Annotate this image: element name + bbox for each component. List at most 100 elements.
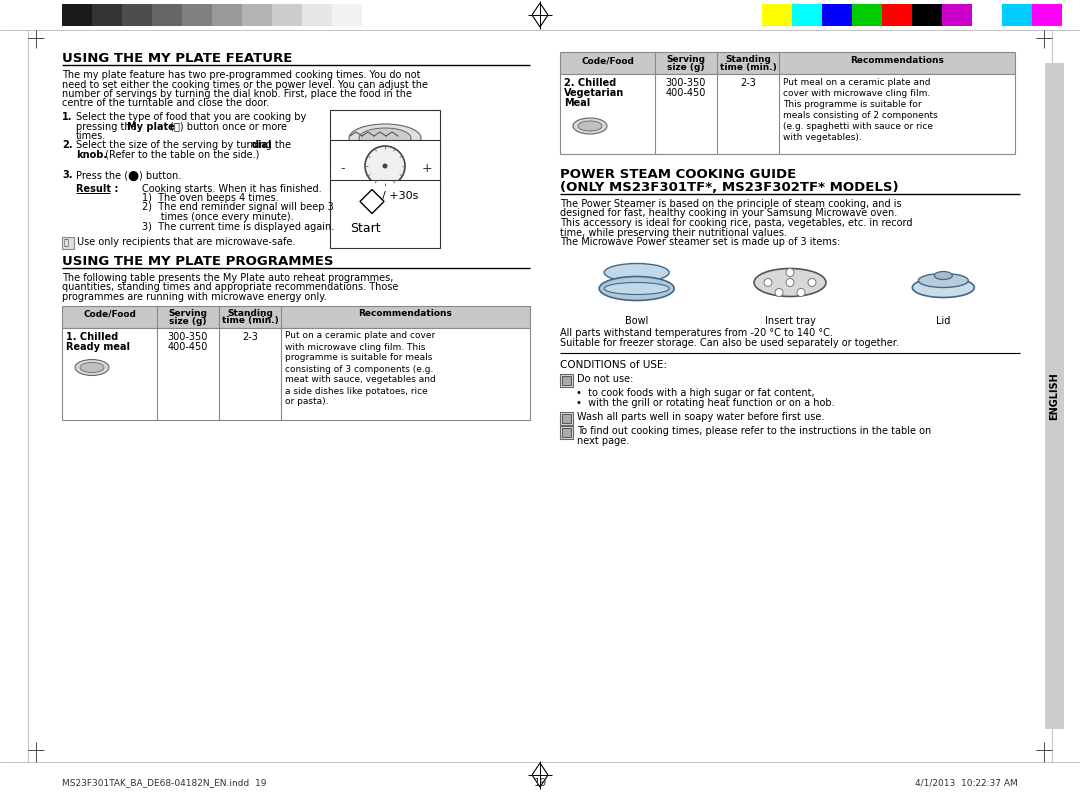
Text: time, while preserving their nutritional values.: time, while preserving their nutritional… <box>561 227 787 238</box>
Text: -: - <box>340 162 345 175</box>
Bar <box>561 425 573 439</box>
Text: 2.: 2. <box>62 140 72 150</box>
Text: (ONLY MS23F301TF*, MS23F302TF* MODELS): (ONLY MS23F301TF*, MS23F302TF* MODELS) <box>561 181 899 194</box>
Text: USING THE MY PLATE FEATURE: USING THE MY PLATE FEATURE <box>62 52 293 65</box>
Ellipse shape <box>913 277 974 298</box>
Bar <box>562 428 571 436</box>
Bar <box>561 52 1015 74</box>
Ellipse shape <box>934 272 953 280</box>
Text: Start: Start <box>350 222 380 234</box>
Text: times.: times. <box>76 131 106 141</box>
Text: All parts withstand temperatures from -20 °C to 140 °C.: All parts withstand temperatures from -2… <box>561 329 833 338</box>
Text: size (g): size (g) <box>667 63 705 72</box>
Text: designed for fast, healthy cooking in your Samsung Microwave oven.: designed for fast, healthy cooking in yo… <box>561 208 897 219</box>
Circle shape <box>797 288 805 296</box>
Text: 400-450: 400-450 <box>665 88 706 98</box>
Text: (Ⓜ) button once or more: (Ⓜ) button once or more <box>167 121 287 131</box>
Ellipse shape <box>80 363 104 372</box>
Circle shape <box>382 163 388 169</box>
Text: •  with the grill or rotating heat function or on a hob.: • with the grill or rotating heat functi… <box>576 398 835 408</box>
Circle shape <box>764 279 772 287</box>
Text: Put meal on a ceramic plate and: Put meal on a ceramic plate and <box>783 78 931 87</box>
Text: The my plate feature has two pre-programmed cooking times. You do not: The my plate feature has two pre-program… <box>62 70 420 80</box>
Text: / +30s: / +30s <box>382 192 418 201</box>
Bar <box>822 4 852 26</box>
Circle shape <box>365 146 405 186</box>
Text: next page.: next page. <box>577 436 630 445</box>
Ellipse shape <box>599 276 674 300</box>
Text: with microwave cling film. This: with microwave cling film. This <box>285 342 426 352</box>
Text: 2. Chilled: 2. Chilled <box>564 78 617 88</box>
Bar <box>330 140 440 192</box>
Ellipse shape <box>918 273 969 287</box>
Text: 400-450: 400-450 <box>167 341 208 352</box>
Text: 300-350: 300-350 <box>167 332 208 341</box>
Circle shape <box>808 279 816 287</box>
Bar <box>972 4 1002 26</box>
Ellipse shape <box>578 121 602 131</box>
Text: Suitable for freezer storage. Can also be used separately or together.: Suitable for freezer storage. Can also b… <box>561 338 899 348</box>
Bar <box>561 412 573 425</box>
Text: This accessory is ideal for cooking rice, pasta, vegetables, etc. in record: This accessory is ideal for cooking rice… <box>561 218 913 228</box>
Text: number of servings by turning the dial knob. First, place the food in the: number of servings by turning the dial k… <box>62 89 411 99</box>
Text: Insert tray: Insert tray <box>765 317 815 326</box>
Text: The Power Steamer is based on the principle of steam cooking, and is: The Power Steamer is based on the princi… <box>561 199 902 209</box>
Text: a side dishes like potatoes, rice: a side dishes like potatoes, rice <box>285 386 428 395</box>
Text: 1.: 1. <box>62 112 72 122</box>
Bar <box>1002 4 1032 26</box>
Text: Lid: Lid <box>936 317 950 326</box>
Text: The following table presents the My Plate auto reheat programmes,: The following table presents the My Plat… <box>62 273 393 283</box>
Bar <box>1044 63 1064 729</box>
Text: time (min.): time (min.) <box>719 63 777 72</box>
Bar <box>122 4 152 26</box>
Text: meals consisting of 2 components: meals consisting of 2 components <box>783 111 937 120</box>
Text: Select the type of food that you are cooking by: Select the type of food that you are coo… <box>76 112 307 122</box>
Text: times (once every minute).: times (once every minute). <box>141 212 294 222</box>
Bar <box>561 374 573 386</box>
Bar <box>1032 4 1062 26</box>
Bar <box>882 4 912 26</box>
Text: Ready meal: Ready meal <box>66 341 130 352</box>
Text: Serving: Serving <box>666 55 705 64</box>
Text: knob.: knob. <box>76 150 107 159</box>
Text: 2-3: 2-3 <box>242 332 258 341</box>
Text: Do not use:: Do not use: <box>577 374 633 383</box>
Text: cover with microwave cling film.: cover with microwave cling film. <box>783 89 930 98</box>
Bar <box>562 375 571 384</box>
Text: 3)  The current time is displayed again.: 3) The current time is displayed again. <box>141 222 334 231</box>
Polygon shape <box>532 3 548 27</box>
Text: dial: dial <box>252 140 272 150</box>
Bar <box>792 4 822 26</box>
Text: This programme is suitable for: This programme is suitable for <box>783 100 921 109</box>
Text: 3.: 3. <box>62 170 72 181</box>
Circle shape <box>786 268 794 276</box>
Ellipse shape <box>754 268 826 296</box>
Ellipse shape <box>349 124 421 152</box>
Bar <box>561 74 1015 154</box>
Text: •  to cook foods with a high sugar or fat content,: • to cook foods with a high sugar or fat… <box>576 387 814 398</box>
Text: Meal: Meal <box>564 98 591 108</box>
Text: Cooking starts. When it has finished.: Cooking starts. When it has finished. <box>141 184 322 193</box>
Text: meat with sauce, vegetables and: meat with sauce, vegetables and <box>285 375 435 384</box>
Text: Standing: Standing <box>725 55 771 64</box>
Text: quantities, standing times and appropriate recommendations. Those: quantities, standing times and appropria… <box>62 283 399 292</box>
Bar <box>330 180 440 247</box>
Bar <box>62 328 530 420</box>
Text: 4/1/2013  10:22:37 AM: 4/1/2013 10:22:37 AM <box>915 778 1018 787</box>
Bar <box>562 413 571 422</box>
Text: Put on a ceramic plate and cover: Put on a ceramic plate and cover <box>285 332 435 341</box>
Text: 300-350: 300-350 <box>665 78 706 88</box>
Text: The Microwave Power steamer set is made up of 3 items:: The Microwave Power steamer set is made … <box>561 237 840 247</box>
Text: To find out cooking times, please refer to the instructions in the table on: To find out cooking times, please refer … <box>577 425 931 436</box>
Bar <box>152 4 183 26</box>
Text: Recommendations: Recommendations <box>359 310 453 318</box>
Text: 1)  The oven beeps 4 times.: 1) The oven beeps 4 times. <box>141 193 279 203</box>
Text: 2)  The end reminder signal will beep 3: 2) The end reminder signal will beep 3 <box>141 203 334 212</box>
Text: Result :: Result : <box>76 184 119 193</box>
Text: pressing the: pressing the <box>76 121 139 131</box>
Bar <box>242 4 272 26</box>
Text: time (min.): time (min.) <box>221 317 279 326</box>
Text: USING THE MY PLATE PROGRAMMES: USING THE MY PLATE PROGRAMMES <box>62 255 334 268</box>
Text: Ⓟ: Ⓟ <box>64 238 69 247</box>
Text: consisting of 3 components (e.g.: consisting of 3 components (e.g. <box>285 364 433 374</box>
